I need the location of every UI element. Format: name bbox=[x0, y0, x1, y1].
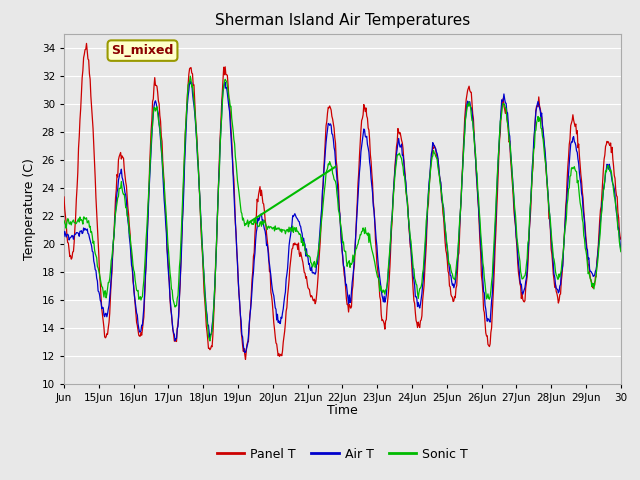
Legend: Panel T, Air T, Sonic T: Panel T, Air T, Sonic T bbox=[212, 443, 473, 466]
X-axis label: Time: Time bbox=[327, 405, 358, 418]
Text: SI_mixed: SI_mixed bbox=[111, 44, 173, 57]
Y-axis label: Temperature (C): Temperature (C) bbox=[23, 158, 36, 260]
Title: Sherman Island Air Temperatures: Sherman Island Air Temperatures bbox=[215, 13, 470, 28]
